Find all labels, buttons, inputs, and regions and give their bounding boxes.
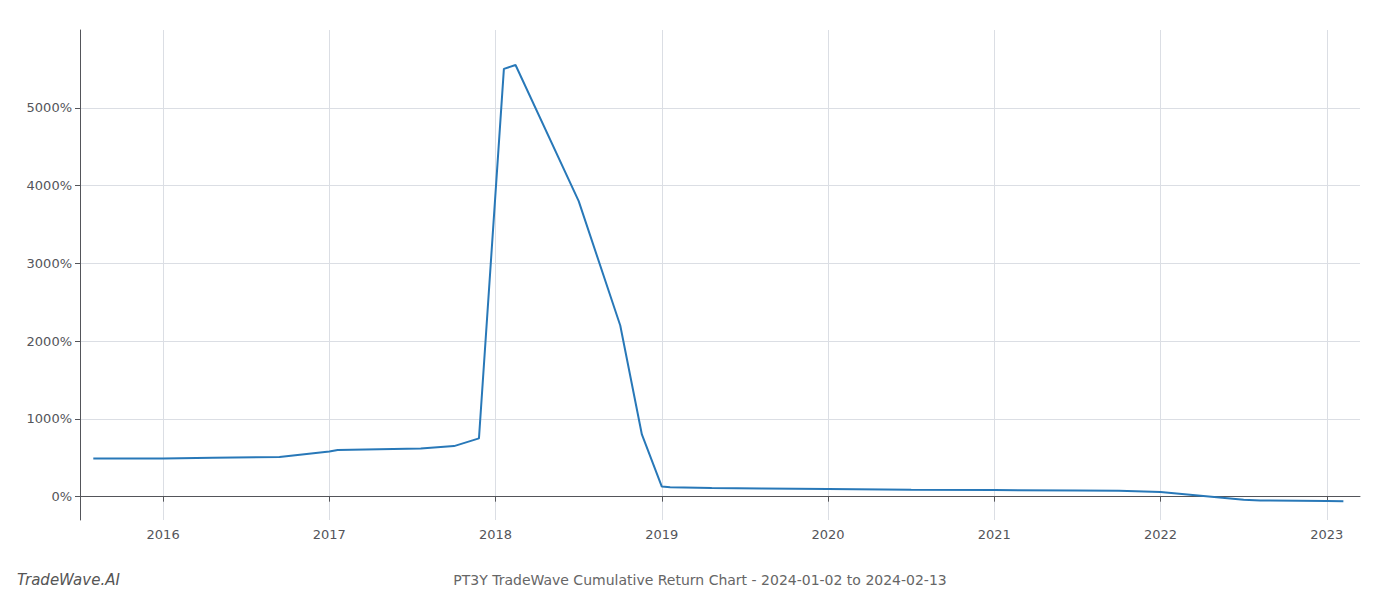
svg-text:2016: 2016: [147, 527, 180, 542]
svg-text:TradeWave.AI: TradeWave.AI: [17, 571, 120, 589]
svg-text:PT3Y TradeWave Cumulative Retu: PT3Y TradeWave Cumulative Return Chart -…: [453, 572, 946, 588]
svg-text:2021: 2021: [978, 527, 1011, 542]
svg-text:5000%: 5000%: [27, 100, 72, 115]
svg-text:2018: 2018: [479, 527, 512, 542]
svg-text:2017: 2017: [313, 527, 346, 542]
svg-text:1000%: 1000%: [27, 411, 72, 426]
svg-text:0%: 0%: [51, 489, 72, 504]
svg-text:2000%: 2000%: [27, 334, 72, 349]
svg-text:2023: 2023: [1310, 527, 1343, 542]
svg-text:2020: 2020: [812, 527, 845, 542]
svg-text:4000%: 4000%: [27, 178, 72, 193]
svg-text:3000%: 3000%: [27, 256, 72, 271]
svg-text:2022: 2022: [1144, 527, 1177, 542]
svg-text:2019: 2019: [645, 527, 678, 542]
